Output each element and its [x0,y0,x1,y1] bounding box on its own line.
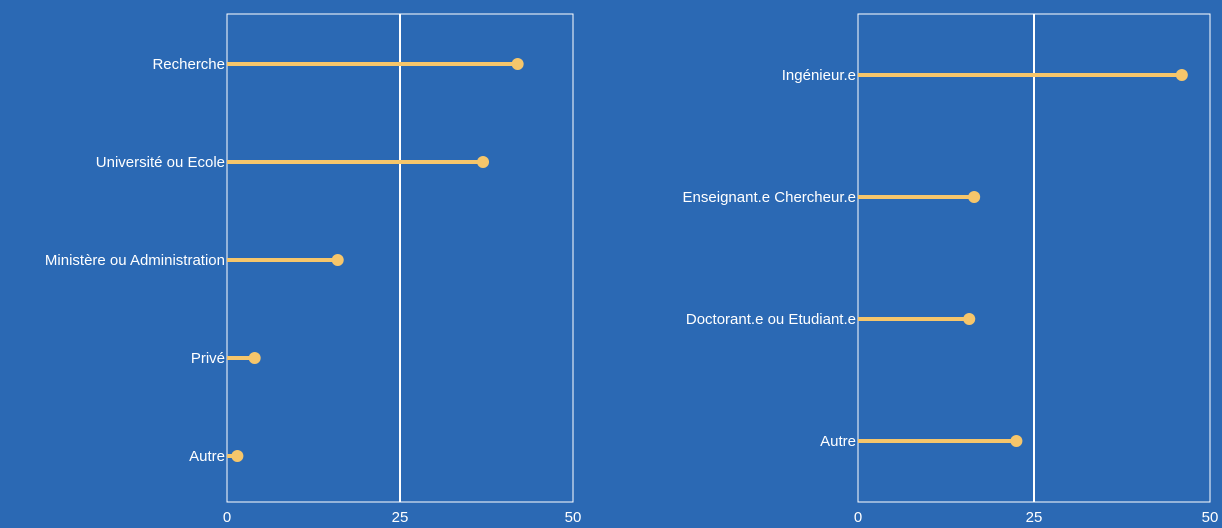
category-label: Université ou Ecole [96,154,225,171]
category-label: Privé [191,350,225,367]
category-label: Doctorant.e ou Etudiant.e [686,311,856,328]
lollipop-point [1010,435,1023,447]
category-label: Autre [820,433,856,450]
lollipop-point [963,313,976,325]
lollipop-point [248,352,261,364]
category-label: Ministère ou Administration [45,252,225,269]
lollipop-point [511,58,524,70]
lollipop-point [968,191,981,203]
category-label: Recherche [152,56,225,73]
x-tick-label: 50 [565,509,582,523]
lollipop-point [231,450,244,462]
category-label: Ingénieur.e [782,67,856,84]
chart-panel-2: Ingénieur.e Enseignant.e Chercheur.e Docto… [683,13,1219,526]
x-tick-label: 25 [392,509,409,523]
x-tick-label: 0 [854,509,862,523]
category-label: Autre [189,448,225,465]
lollipop-point [477,156,490,168]
x-tick-label: 50 [1202,509,1219,523]
lollipop-point [331,254,344,266]
category-label: Enseignant.e Chercheur.e [683,189,856,206]
x-tick-label: 25 [1026,509,1043,523]
x-tick-label: 0 [223,509,231,523]
chart-panel-1: Recherche Université ou Ecole Ministère ou… [45,13,582,526]
lollipop-point [1175,69,1188,81]
